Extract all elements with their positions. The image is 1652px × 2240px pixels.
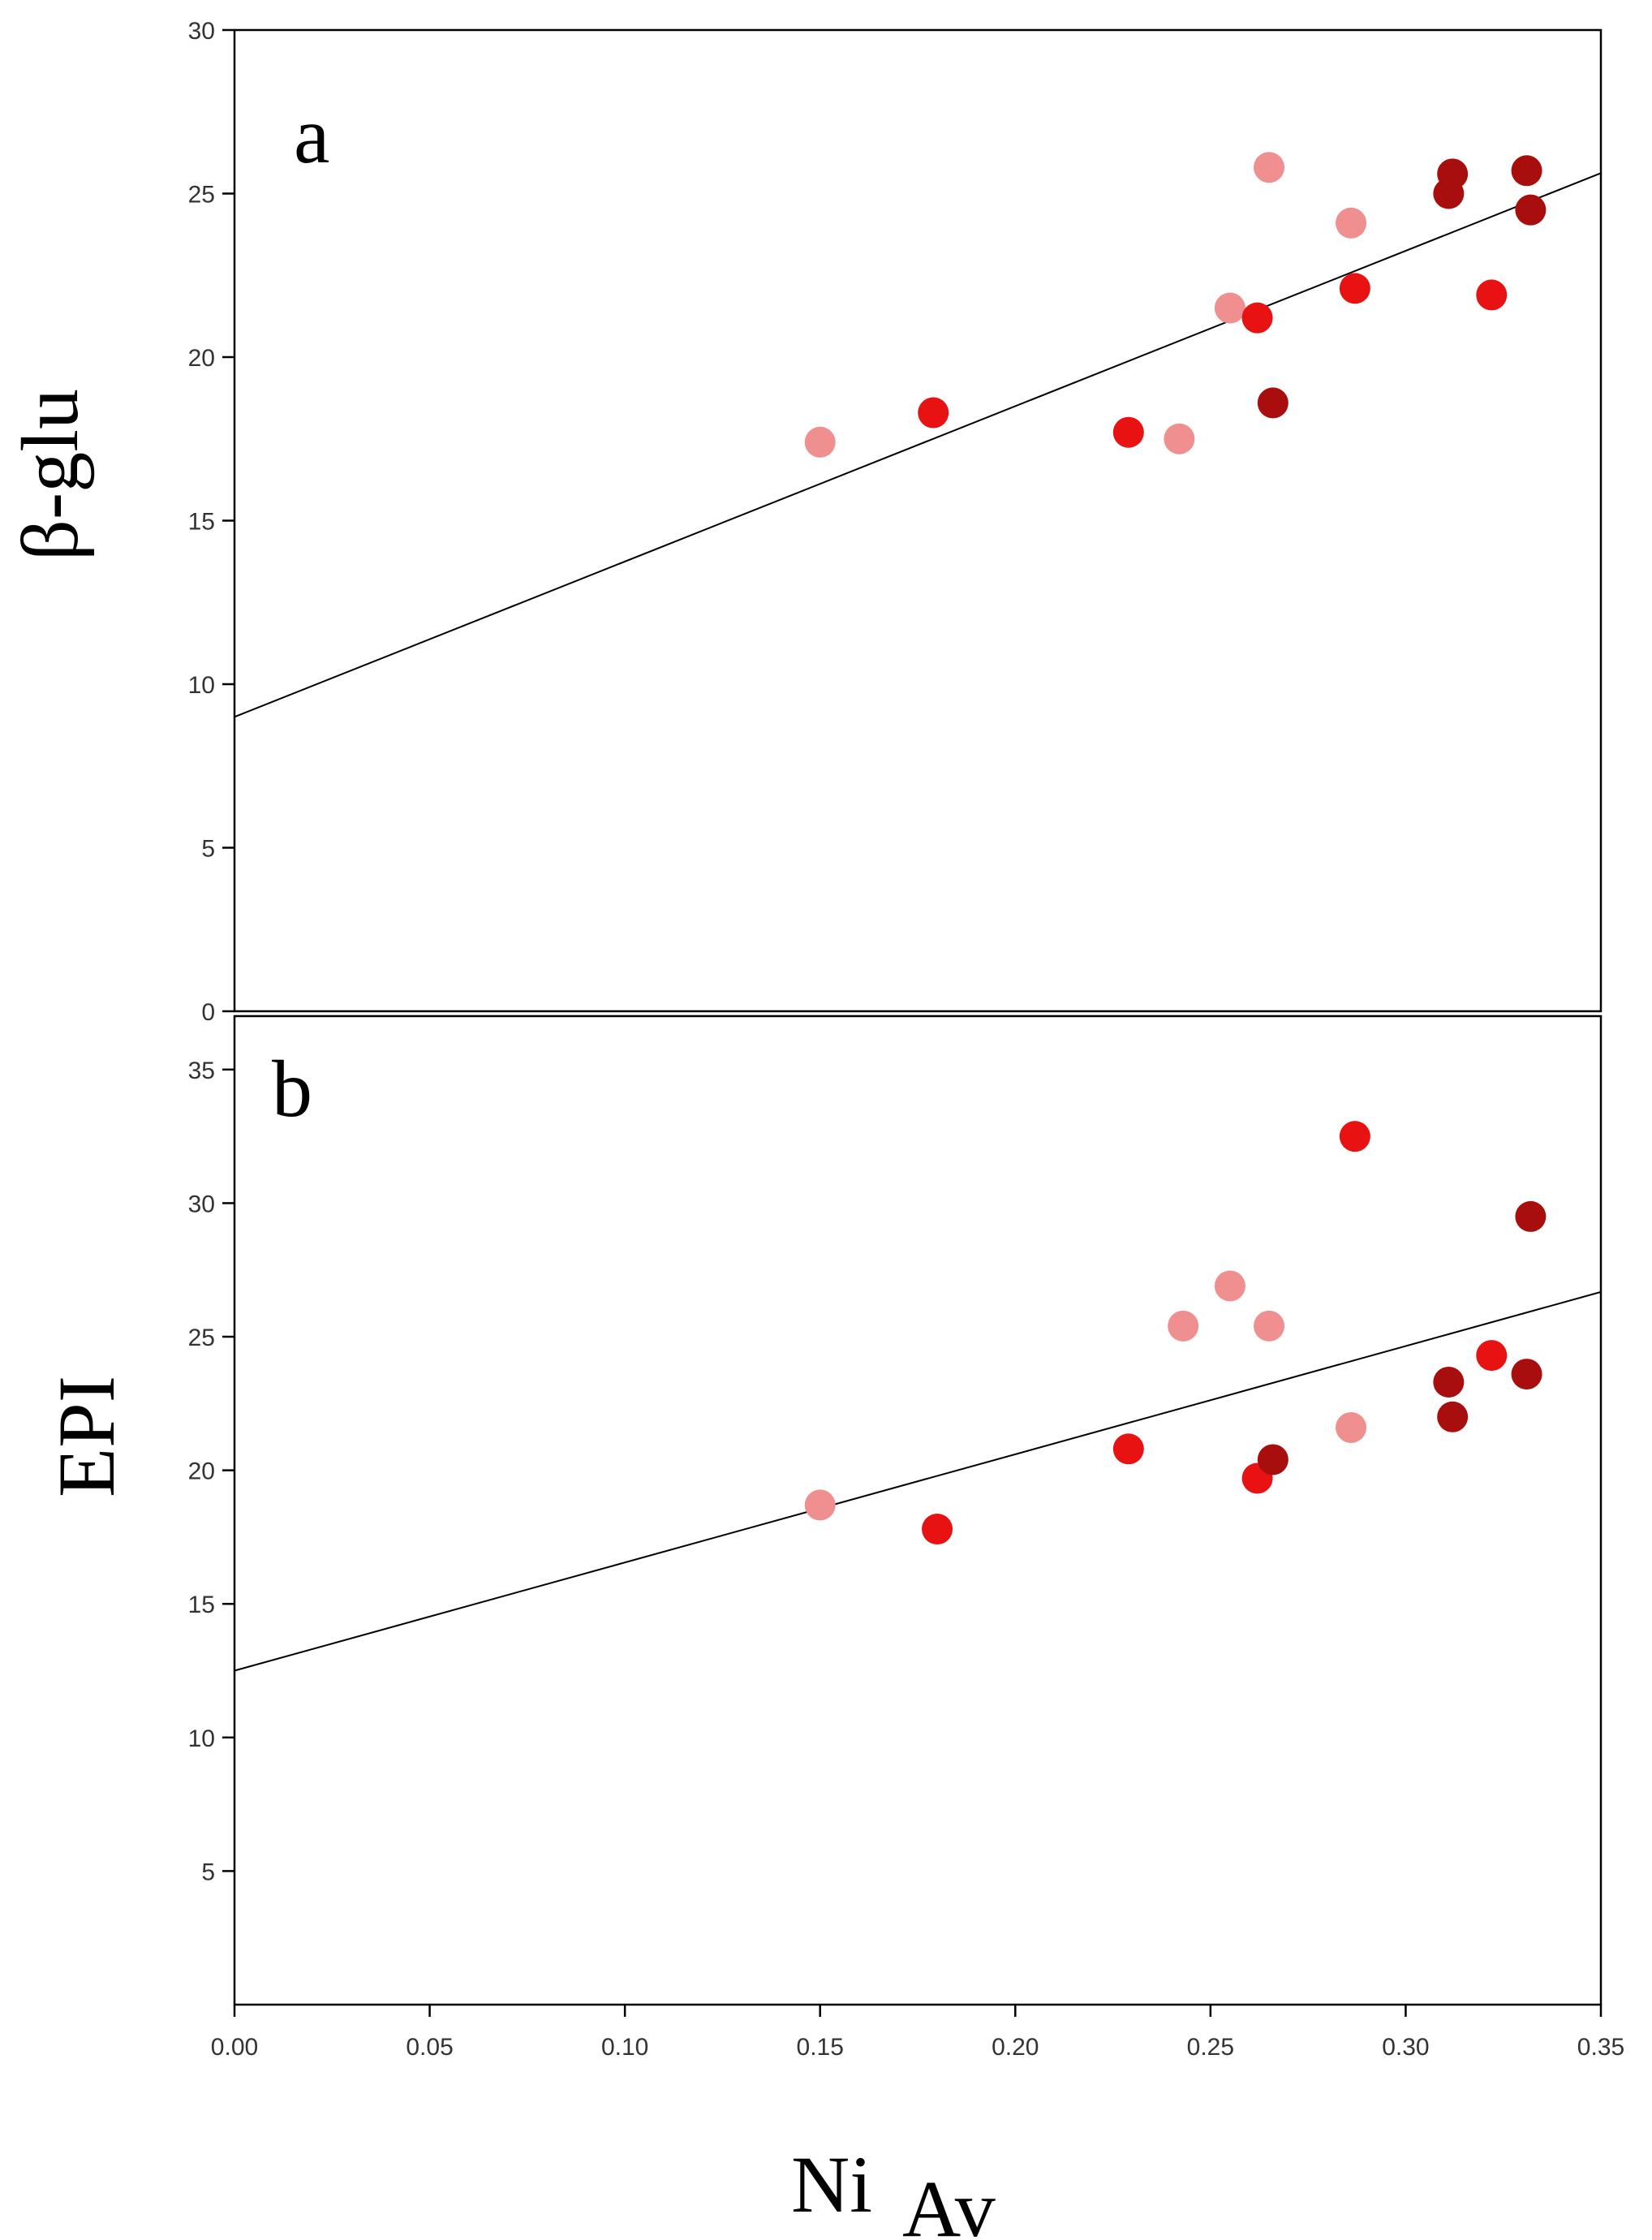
panel-b-data-point-14 xyxy=(1515,1200,1547,1232)
panel-a-data-point-6 xyxy=(1254,152,1285,183)
panel-a-data-point-3 xyxy=(1164,423,1195,454)
panel-b-data-point-1 xyxy=(922,1514,953,1545)
x-axis-title: Ni Av xyxy=(791,2139,996,2240)
panel-b-data-point-0 xyxy=(804,1489,836,1521)
panel-a-y-tick-label-6: 30 xyxy=(188,18,215,45)
panel-b-x-tick-label-1: 0.05 xyxy=(406,2034,453,2061)
panel-a-letter: a xyxy=(294,90,329,180)
panel-a-y-axis: 0 5 10 15 20 25 30 xyxy=(188,18,234,1026)
panel-b-y-tick-label-4: 25 xyxy=(188,1325,215,1351)
panel-a-y-axis-title: β-glu xyxy=(5,389,95,561)
panel-b-data-point-13 xyxy=(1511,1359,1542,1390)
panel-b-plot-frame xyxy=(233,1014,1603,2006)
panel-b-y-tick-label-2: 15 xyxy=(188,1592,215,1618)
panel-a-y-tick-label-3: 15 xyxy=(188,509,215,536)
panel-a-data-point-1 xyxy=(918,397,949,429)
panel-a-y-tick-label-0: 0 xyxy=(201,999,215,1026)
panel-a-regression-line xyxy=(234,172,1602,718)
panel-b-x-tick-label-2: 0.10 xyxy=(601,2034,648,2061)
panel-b-data-point-2 xyxy=(1112,1433,1144,1465)
panel-a-data-point-8 xyxy=(1336,207,1367,239)
panel-a-y-tick-label-2: 10 xyxy=(188,672,215,699)
panel-b-y-tick-label-5: 30 xyxy=(188,1191,215,1217)
panel-b-y-tick-label-0: 5 xyxy=(201,1859,215,1885)
panel-a-chart: 0 5 10 15 20 25 30 a β-glu xyxy=(5,18,1603,1026)
panel-b-data-point-9 xyxy=(1339,1121,1370,1152)
panel-b-x-tick-label-6: 0.30 xyxy=(1382,2034,1429,2061)
panel-b-y-tick-label-6: 35 xyxy=(188,1058,215,1084)
panel-b-x-tick-label-4: 0.20 xyxy=(992,2034,1039,2061)
panel-b-data-point-7 xyxy=(1257,1444,1288,1475)
panel-b-x-axis: 0.00 0.05 0.10 0.15 0.20 0.25 0.30 0.35 xyxy=(211,2005,1624,2061)
panel-b-regression-line xyxy=(234,1290,1602,1672)
panel-a-data-point-9 xyxy=(1339,273,1370,304)
panel-b-data-point-12 xyxy=(1476,1340,1508,1372)
panel-a-y-tick-label-1: 5 xyxy=(201,836,215,863)
panel-b-data-point-8 xyxy=(1336,1411,1367,1443)
panel-a-data-point-13 xyxy=(1511,155,1542,187)
panel-a-data-point-12 xyxy=(1476,279,1508,311)
panel-b-letter: b xyxy=(272,1044,312,1134)
panel-b-data-points xyxy=(804,1121,1547,1545)
panel-a-data-point-2 xyxy=(1112,416,1144,448)
panel-b-x-tick-label-0: 0.00 xyxy=(211,2034,258,2061)
panel-b-y-tick-label-3: 20 xyxy=(188,1458,215,1485)
panel-b-y-tick-label-1: 10 xyxy=(188,1725,215,1752)
panel-a-data-points xyxy=(804,152,1547,458)
panel-b-y-axis-title: EPI xyxy=(41,1376,131,1497)
panel-b-x-tick-label-3: 0.15 xyxy=(797,2034,844,2061)
panel-a-y-tick-label-4: 20 xyxy=(188,345,215,372)
panel-b-data-point-4 xyxy=(1214,1270,1245,1302)
panel-b-data-point-3 xyxy=(1168,1310,1199,1342)
panel-b-data-point-11 xyxy=(1437,1401,1469,1432)
panel-b-data-point-10 xyxy=(1433,1366,1465,1398)
x-axis-title-subscript: Av xyxy=(902,2164,996,2240)
panel-a-data-point-14 xyxy=(1515,194,1547,226)
panel-a-data-point-5 xyxy=(1241,302,1273,334)
panel-a-data-point-7 xyxy=(1257,387,1288,419)
x-axis-title-main: Ni xyxy=(791,2139,872,2229)
panel-a-data-point-4 xyxy=(1214,292,1245,324)
panel-a-data-point-11 xyxy=(1437,158,1469,190)
panel-a-y-tick-label-5: 25 xyxy=(188,182,215,209)
panel-b-y-axis: 5 10 15 20 25 30 35 xyxy=(188,1058,234,1885)
panel-a-data-point-0 xyxy=(804,426,836,458)
panel-b-x-tick-label-5: 0.25 xyxy=(1187,2034,1234,2061)
panel-b-data-point-6 xyxy=(1254,1310,1285,1342)
panel-b-x-tick-label-7: 0.35 xyxy=(1577,2034,1624,2061)
